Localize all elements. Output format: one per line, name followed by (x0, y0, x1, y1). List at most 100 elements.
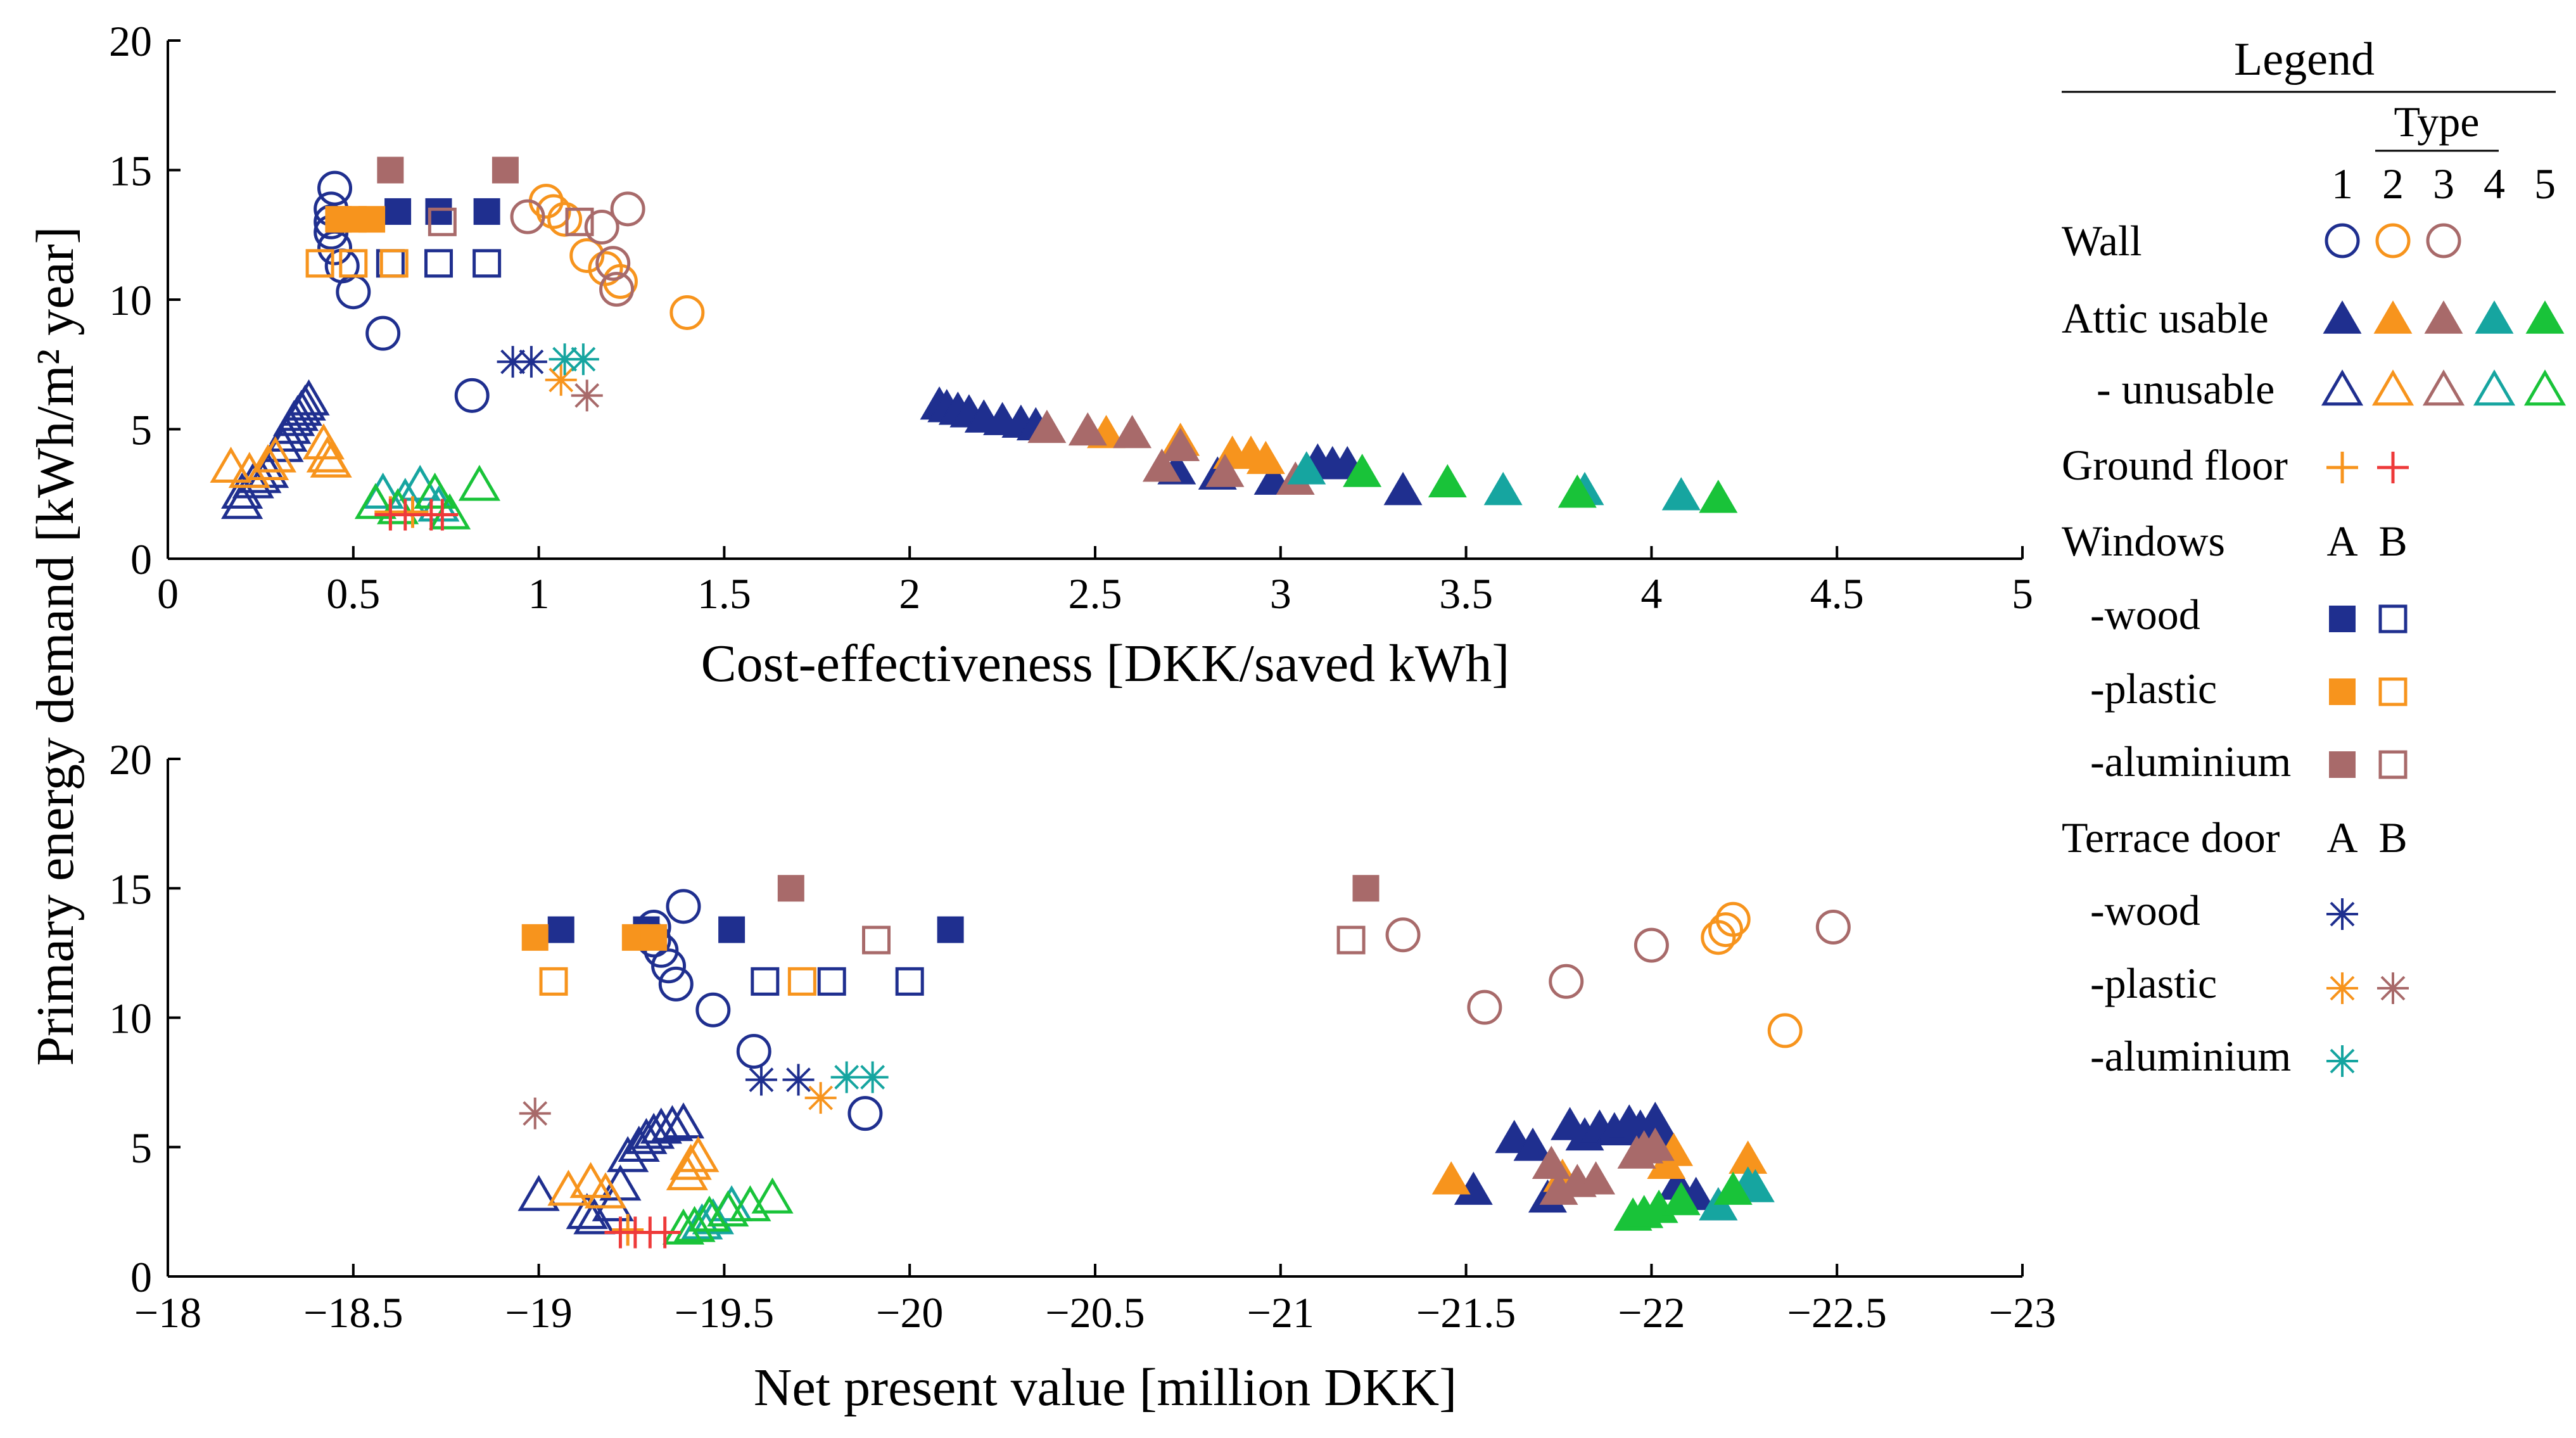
top-point-attic-usable-type-5 (1699, 480, 1738, 513)
bottom-point-attic-usable-type-4 (1735, 1169, 1775, 1202)
chart-net-present-value: −18 −18.5 −19 −19.5 −20 −20.5 −21 −21.5 −22 −22.5… (109, 735, 2056, 1417)
legend-title: Legend (2234, 34, 2375, 86)
bottom-ytick-label: 5 (130, 1124, 152, 1172)
top-point-attic-usable-type-3 (1161, 428, 1200, 461)
bottom-point-attic-unusable-type-2 (677, 1136, 720, 1173)
bottom-point-attic-unusable-type-5 (751, 1177, 794, 1214)
top-point-windows-wood-a (473, 198, 500, 225)
top-point-attic-unusable-type-4 (417, 485, 460, 522)
top-xtick-label: 5 (2012, 569, 2033, 618)
bottom-point-terrace-door-wood (782, 1064, 815, 1096)
legend-door-plastic-marker (2326, 972, 2358, 1004)
top-point-terrace-door-wood (497, 346, 529, 378)
top-point-windows-wood-b (424, 249, 453, 278)
bottom-ytick-label: 0 (130, 1253, 152, 1301)
legend-windows-a-marker (2329, 751, 2356, 778)
bottom-point-windows-aluminium-a (1352, 875, 1380, 902)
bottom-point-attic-unusable-type-5 (688, 1195, 731, 1232)
top-point-attic-unusable-type-2 (254, 436, 296, 473)
bottom-point-wall-type-2 (1767, 1013, 1803, 1048)
bottom-point-attic-unusable-type-1 (566, 1193, 608, 1230)
bottom-point-windows-plastic-a (521, 924, 549, 951)
bottom-point-attic-unusable-type-1 (618, 1126, 660, 1162)
top-ytick-label: 0 (130, 535, 152, 583)
top-point-windows-aluminium-b (428, 207, 457, 236)
bottom-point-terrace-door-aluminium (856, 1061, 889, 1093)
top-xtick-label: 3.5 (1439, 569, 1493, 618)
legend-attic-usable-marker (2373, 300, 2413, 334)
bottom-point-attic-unusable-type-2 (669, 1143, 712, 1180)
bottom-point-windows-wood-b (895, 967, 924, 996)
bottom-point-attic-unusable-type-1 (592, 1185, 634, 1221)
legend-door-wood-label: -wood (2090, 886, 2200, 934)
legend-door-a: A (2326, 813, 2357, 862)
top-xtick-label: 4.5 (1810, 569, 1864, 618)
bottom-point-attic-usable-type-1 (1513, 1128, 1552, 1161)
top-point-windows-plastic-b (379, 249, 409, 278)
top-point-wall-type-3 (599, 272, 635, 307)
top-point-windows-aluminium-a (492, 156, 519, 184)
legend-attic-unusable-marker (2473, 369, 2516, 406)
bottom-point-attic-unusable-type-5 (729, 1185, 771, 1221)
bottom-xlabel: Net present value [million DKK] (754, 1358, 1457, 1417)
bottom-xtick-label: −18.5 (303, 1288, 403, 1337)
top-point-terrace-door-plastic-b (571, 379, 603, 412)
bottom-point-attic-unusable-type-1 (607, 1136, 649, 1173)
legend-door-b: B (2378, 813, 2407, 862)
top-point-attic-usable-type-5 (1428, 464, 1467, 498)
bottom-point-attic-unusable-type-2 (584, 1172, 627, 1209)
bottom-point-wall-type-2 (1708, 912, 1744, 948)
legend-windows-a: A (2326, 517, 2357, 565)
bottom-point-ground-floor-type-2 (612, 1214, 644, 1246)
bottom-point-attic-usable-type-5 (1713, 1171, 1753, 1205)
bottom-point-attic-usable-type-5 (1661, 1181, 1701, 1216)
bottom-point-windows-aluminium-b (1336, 926, 1366, 955)
bottom-point-attic-usable-type-2 (1431, 1161, 1471, 1195)
legend-attic-unusable-marker (2523, 369, 2566, 406)
top-ytick-label: 20 (109, 17, 152, 65)
top-point-wall-type-1 (336, 274, 371, 310)
legend-wall-marker (2426, 223, 2461, 258)
bottom-point-wall-type-3 (1634, 927, 1669, 963)
legend-type-1: 1 (2332, 160, 2353, 208)
bottom-point-windows-wood-b (751, 967, 780, 996)
top-point-attic-unusable-type-5 (376, 488, 419, 525)
top-xtick-label: 1 (528, 569, 550, 618)
top-point-attic-usable-type-4 (1287, 451, 1326, 485)
top-point-windows-wood-a (384, 198, 412, 225)
bottom-ticks: −18 −18.5 −19 −19.5 −20 −20.5 −21 −21.5 −22 −22.5… (109, 735, 2056, 1337)
top-point-attic-usable-type-3 (1142, 449, 1181, 482)
bottom-xtick-label: −22.5 (1787, 1288, 1887, 1337)
bottom-point-attic-unusable-type-2 (666, 1154, 708, 1190)
bottom-point-attic-usable-type-3 (1577, 1161, 1616, 1195)
bottom-point-wall-type-3 (1467, 989, 1502, 1025)
bottom-xtick-label: −19.5 (675, 1288, 774, 1337)
legend: Legend Type 1 2 3 4 5 Wall Attic usable … (2062, 34, 2566, 1080)
legend-type-header: Type (2394, 98, 2480, 146)
bottom-point-wall-type-2 (1701, 920, 1736, 955)
bottom-point-windows-plastic-a (640, 924, 668, 951)
top-ticks: 0 0.5 1 1.5 2 2.5 3 3.5 4 4.5 5 0 5 10 15 20 (109, 17, 2033, 618)
legend-door-plastic-label: -plastic (2090, 959, 2217, 1007)
legend-ground-floor-marker (2326, 452, 2358, 483)
top-point-windows-aluminium-b (565, 207, 594, 236)
top-point-wall-type-3 (584, 209, 619, 245)
top-xtick-label: 3 (1270, 569, 1291, 618)
bottom-point-windows-plastic-b (787, 967, 816, 996)
legend-windows-aluminium-label: -aluminium (2090, 737, 2291, 786)
legend-attic-unusable-label: - unusable (2097, 365, 2275, 413)
top-point-attic-unusable-type-1 (288, 379, 330, 416)
bottom-point-attic-usable-type-3 (1532, 1145, 1571, 1180)
bottom-xtick-label: −20.5 (1045, 1288, 1145, 1337)
bottom-point-wall-type-1 (695, 992, 731, 1028)
top-point-wall-type-3 (510, 199, 545, 234)
bottom-point-attic-unusable-type-2 (547, 1169, 590, 1206)
bottom-point-attic-usable-type-3 (1635, 1128, 1675, 1161)
legend-attic-usable-marker (2475, 300, 2514, 334)
top-point-attic-usable-type-3 (1113, 414, 1152, 449)
legend-type-5: 5 (2534, 160, 2556, 208)
bottom-point-attic-unusable-type-1 (517, 1174, 560, 1211)
top-point-ground-floor-type-3-red (426, 499, 459, 531)
top-point-attic-unusable-type-5 (414, 473, 456, 509)
